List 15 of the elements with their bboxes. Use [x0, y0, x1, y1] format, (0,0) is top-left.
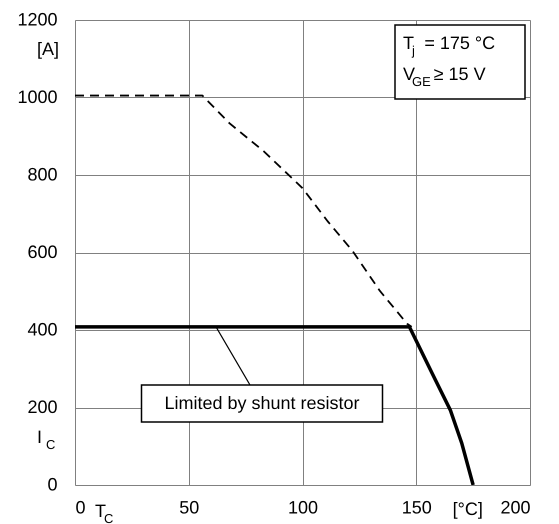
annotation: Limited by shunt resistor — [164, 393, 360, 413]
y-tick-label: 1000 — [17, 87, 58, 107]
x-tick-label: 0 — [76, 498, 86, 518]
text: [A] — [37, 39, 60, 59]
x-tick-label: 50 — [179, 498, 200, 518]
y-tick-label: 600 — [27, 242, 58, 262]
x-tick-label: 150 — [402, 498, 432, 518]
y-tick-label: 400 — [27, 320, 58, 340]
x-tick-label: 200 — [500, 498, 530, 518]
x-tick-label: 100 — [288, 498, 318, 518]
y-tick-label: 800 — [27, 164, 58, 184]
y-tick-label: 0 — [47, 474, 58, 494]
y-tick-label: 200 — [27, 397, 58, 417]
y-tick-label: 1200 — [17, 10, 58, 30]
text: [°C] — [452, 499, 483, 519]
